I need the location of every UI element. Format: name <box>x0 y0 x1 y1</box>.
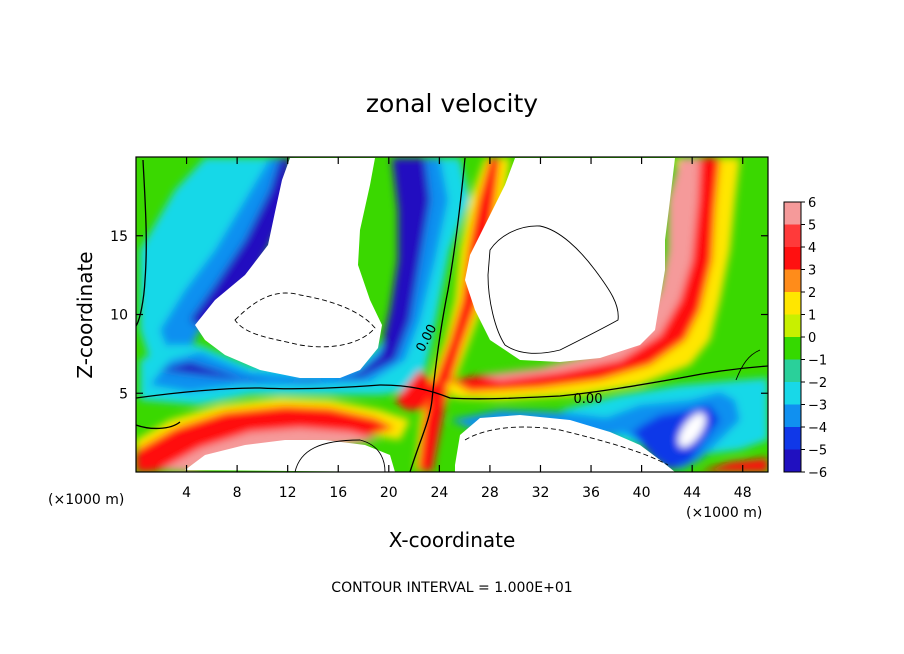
colorbar-swatch <box>784 202 801 225</box>
y-tick-label: 5 <box>119 386 128 402</box>
x-tick-label: 40 <box>633 485 651 501</box>
x-tick-label: 20 <box>380 485 398 501</box>
colorbar-swatch <box>784 382 801 405</box>
colorbar-label: −5 <box>808 444 827 459</box>
colorbar-label: 0 <box>808 331 816 346</box>
x-units-right: (×1000 m) <box>686 505 762 521</box>
colorbar-swatch <box>784 337 801 360</box>
x-tick-label: 4 <box>182 485 191 501</box>
colorbar-label: −2 <box>808 376 827 391</box>
x-tick-label: 28 <box>481 485 499 501</box>
x-tick-label: 44 <box>683 485 701 501</box>
x-tick-label: 8 <box>233 485 242 501</box>
x-axis-label: X-coordinate <box>389 528 516 552</box>
chart-title: zonal velocity <box>366 89 538 118</box>
x-tick-label: 24 <box>430 485 448 501</box>
contour-interval-note: CONTOUR INTERVAL = 1.000E+01 <box>331 580 572 596</box>
colorbar-swatch <box>784 449 801 473</box>
colorbar-label: 2 <box>808 286 816 301</box>
x-tick-label: 36 <box>582 485 600 501</box>
colorbar-swatch <box>784 404 801 428</box>
colorbar: 6 5 4 3 2 1 0 −1 −2 −3 −4 −5 −6 <box>783 196 827 481</box>
colorbar-swatch <box>784 269 801 293</box>
x-tick-label: 16 <box>329 485 347 501</box>
y-axis-label: Z-coordinate <box>73 251 97 378</box>
colorbar-swatch <box>784 359 801 383</box>
colorbar-label: 6 <box>808 196 816 211</box>
colorbar-swatch <box>784 314 801 338</box>
colorbar-label: 4 <box>808 241 816 256</box>
x-tick-label: 12 <box>279 485 297 501</box>
colorbar-label: −1 <box>808 354 827 369</box>
colorbar-swatch <box>784 292 801 315</box>
colorbar-label: −4 <box>808 421 827 436</box>
x-tick-label: 32 <box>532 485 550 501</box>
y-tick-label: 15 <box>110 229 128 245</box>
velocity-field <box>136 157 768 472</box>
colorbar-swatch <box>784 224 801 248</box>
x-units-left: (×1000 m) <box>48 492 124 508</box>
contour-label: 0.00 <box>574 392 603 407</box>
colorbar-label: 5 <box>808 219 816 234</box>
x-axis: 4 8 12 16 20 24 28 32 36 40 44 48 <box>182 157 752 501</box>
colorbar-swatch <box>784 247 801 270</box>
colorbar-label: −6 <box>808 466 827 481</box>
y-tick-label: 10 <box>110 308 128 324</box>
y-axis: 5 10 15 <box>110 229 768 402</box>
x-tick-label: 48 <box>734 485 752 501</box>
colorbar-label: −3 <box>808 399 827 414</box>
colorbar-label: 1 <box>808 309 816 324</box>
colorbar-label: 3 <box>808 264 816 279</box>
colorbar-swatch <box>784 427 801 450</box>
